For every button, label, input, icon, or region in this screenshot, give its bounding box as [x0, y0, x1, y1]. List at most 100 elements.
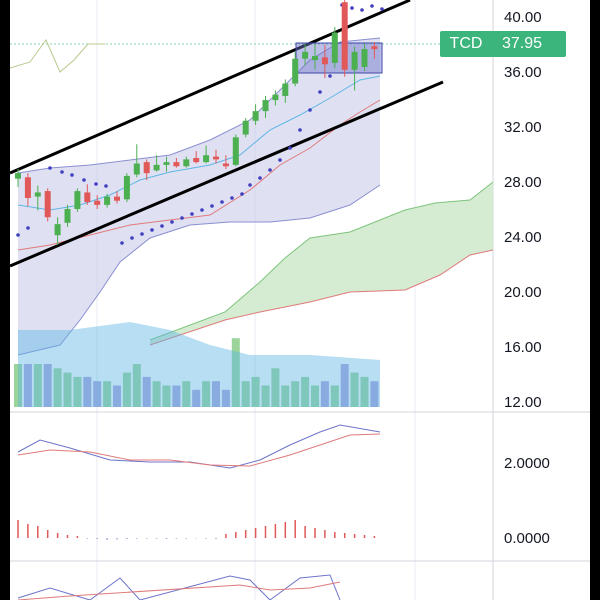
sar-dot — [308, 108, 312, 112]
volume-bar — [241, 381, 250, 407]
volume-bar — [122, 372, 131, 407]
candle-body — [351, 51, 358, 70]
sar-dot — [120, 241, 124, 245]
sar-dot — [200, 208, 204, 212]
sar-dot — [350, 6, 354, 10]
sar-dot — [82, 178, 86, 182]
candle-body — [371, 46, 378, 50]
sar-dot — [258, 176, 262, 180]
candle-body — [272, 94, 279, 101]
sar-dot — [70, 173, 74, 177]
chart-frame[interactable]: 40.00 36.00 32.00 28.00 24.00 20.00 16.0… — [10, 0, 590, 600]
volume-bars — [14, 338, 379, 407]
volume-bar — [251, 376, 260, 407]
ichimoku-cloud — [150, 182, 493, 345]
candle-body — [213, 156, 219, 160]
ticker-symbol: TCD — [449, 35, 483, 52]
candle-body — [183, 159, 190, 167]
price-tick-label: 40.00 — [504, 9, 542, 26]
bollinger-band — [18, 38, 380, 355]
volume-bar — [350, 372, 359, 407]
candle-body — [44, 191, 51, 218]
candle-body — [262, 100, 269, 112]
volume-bar — [132, 364, 141, 407]
sar-dot — [370, 4, 374, 8]
indicator2-histogram — [17, 520, 376, 540]
volume-bar — [340, 364, 349, 407]
sar-dot — [360, 8, 364, 12]
consolidation-box[interactable] — [295, 42, 383, 74]
indicator1-tick-label: 2.0000 — [504, 455, 550, 472]
candle-body — [292, 58, 299, 84]
candle-body — [222, 163, 229, 167]
sar-dot — [278, 158, 282, 162]
volume-bar — [221, 389, 230, 407]
cloud-lead-a — [149, 181, 494, 341]
candle-body — [84, 192, 91, 203]
sar-dot — [104, 184, 108, 188]
candle-body — [252, 111, 259, 121]
bollinger-lower — [17, 184, 381, 356]
indicator2-tick-label: 0.0000 — [504, 530, 550, 547]
candle-body — [15, 173, 21, 179]
candle-body — [163, 162, 170, 165]
sar-dot — [160, 224, 164, 228]
sar-dot — [150, 228, 154, 232]
chart-canvas[interactable]: 40.00 36.00 32.00 28.00 24.00 20.00 16.0… — [10, 0, 590, 600]
volume-bar — [162, 385, 171, 407]
price-tick-label: 28.00 — [504, 174, 542, 191]
volume-bar — [63, 372, 72, 407]
volume-bar — [281, 385, 290, 407]
sar-dot — [288, 146, 292, 150]
candlesticks — [15, 0, 378, 245]
indicator1-line-a — [17, 424, 381, 469]
candle-body — [193, 157, 200, 163]
mini-oscillator-line — [10, 39, 105, 73]
volume-bar — [14, 364, 22, 407]
volume-bar — [113, 385, 121, 407]
price-tick-label: 24.00 — [504, 229, 542, 246]
candle-body — [361, 49, 368, 68]
candle-body — [74, 191, 81, 209]
channel-lower-line[interactable] — [10, 80, 444, 268]
parabolic-sar — [16, 3, 384, 245]
candle-body — [232, 137, 239, 165]
price-tick-label: 36.00 — [504, 64, 542, 81]
price-tick-label: 12.00 — [504, 394, 542, 411]
volume-bar — [172, 385, 181, 407]
volume-bar — [370, 381, 379, 407]
volume-bar — [83, 376, 92, 407]
volume-bar — [43, 364, 52, 407]
sar-dot — [220, 200, 224, 204]
candle-body — [282, 83, 289, 96]
cloud-lead-b — [149, 249, 494, 346]
candle-body — [104, 196, 111, 205]
candle-body — [143, 162, 150, 174]
candle-body — [331, 32, 338, 63]
candle-body — [341, 2, 348, 70]
volume-area — [18, 322, 380, 407]
candle-body — [54, 224, 61, 236]
price-tick-label: 16.00 — [504, 339, 542, 356]
sar-dot — [328, 74, 332, 78]
volume-bar — [320, 381, 329, 407]
volume-bar — [73, 376, 82, 407]
sar-dot — [60, 170, 64, 174]
candle-body — [312, 55, 318, 61]
price-axis-labels: 40.00 36.00 32.00 28.00 24.00 20.00 16.0… — [504, 9, 542, 411]
sar-dot — [130, 236, 134, 240]
volume-bar — [53, 368, 62, 407]
last-price-badge: TCD 37.95 — [440, 31, 566, 57]
indicator1-line-b — [17, 433, 381, 467]
volume-bar — [301, 376, 310, 407]
volume-bar — [330, 385, 339, 407]
sar-dot — [140, 232, 144, 236]
volume-bar — [261, 385, 270, 407]
volume-bar — [103, 381, 112, 407]
sar-dot — [16, 233, 20, 237]
sar-dot — [380, 7, 384, 11]
volume-bar — [33, 364, 42, 407]
candle-body — [173, 162, 180, 167]
sar-dot — [48, 166, 52, 170]
sar-dot — [180, 216, 184, 220]
